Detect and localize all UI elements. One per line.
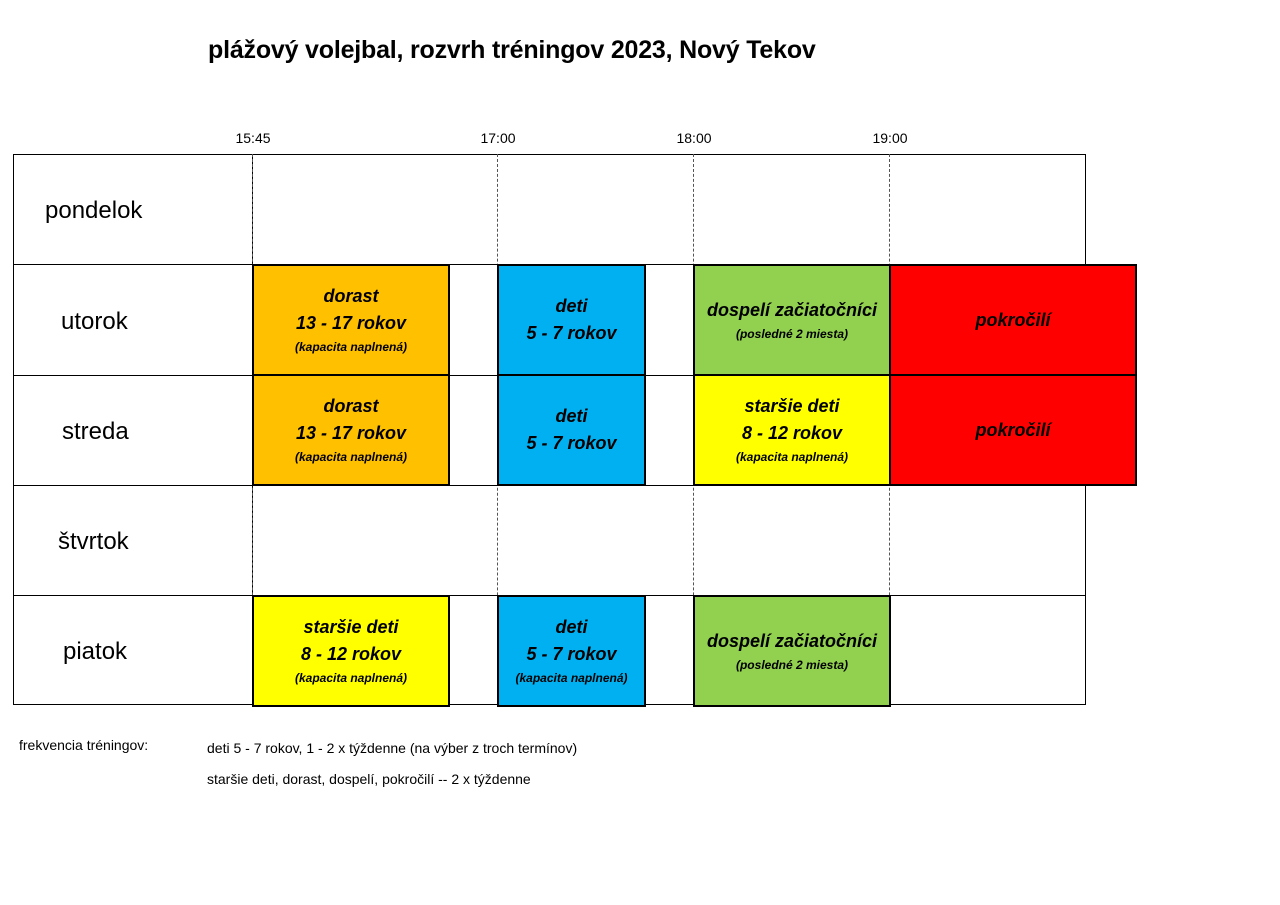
session-utorok-dospeli: dospelí začiatočníci (posledné 2 miesta) [693, 264, 891, 376]
session-utorok-pokrocili: pokročilí [889, 264, 1137, 376]
page-title: plážový volejbal, rozvrh tréningov 2023,… [208, 36, 816, 64]
session-age: 13 - 17 rokov [295, 313, 407, 333]
frequency-line-children: deti 5 - 7 rokov, 1 - 2 x týždenne (na v… [207, 740, 578, 756]
frequency-line-others: staršie deti, dorast, dospelí, pokročilí… [207, 771, 531, 787]
session-streda-starsie-deti: staršie deti 8 - 12 rokov (kapacita napl… [693, 374, 891, 486]
session-age: 13 - 17 rokov [295, 423, 407, 443]
day-label-stvrtok: štvrtok [58, 528, 129, 555]
session-note: (posledné 2 miesta) [735, 326, 849, 341]
frequency-label: frekvencia tréningov: [19, 737, 149, 753]
session-name: pokročilí [975, 309, 1051, 330]
time-label-1700: 17:00 [480, 130, 516, 146]
session-name: deti [555, 296, 588, 316]
session-name: deti [555, 406, 588, 426]
session-piatok-dospeli: dospelí začiatočníci (posledné 2 miesta) [693, 595, 891, 707]
session-piatok-deti: deti 5 - 7 rokov (kapacita naplnená) [497, 595, 646, 707]
session-note: (kapacita naplnená) [294, 450, 408, 464]
session-name: dospelí začiatočníci [706, 630, 878, 651]
session-name: dorast [323, 396, 379, 416]
session-name: staršie deti [744, 396, 840, 416]
session-note: (kapacita naplnená) [294, 671, 408, 685]
session-streda-dorast: dorast 13 - 17 rokov (kapacita naplnená) [252, 374, 450, 486]
session-note: (posledné 2 miesta) [735, 657, 849, 672]
session-utorok-deti: deti 5 - 7 rokov [497, 264, 646, 376]
day-label-pondelok: pondelok [45, 197, 143, 224]
session-age: 5 - 7 rokov [526, 433, 617, 453]
session-streda-deti: deti 5 - 7 rokov [497, 374, 646, 486]
session-name: dospelí začiatočníci [706, 299, 878, 320]
time-label-1545: 15:45 [235, 130, 271, 146]
session-age: 8 - 12 rokov [300, 644, 402, 664]
time-label-1800: 18:00 [676, 130, 712, 146]
session-note: (kapacita naplnená) [294, 340, 408, 354]
session-piatok-starsie-deti: staršie deti 8 - 12 rokov (kapacita napl… [252, 595, 450, 707]
session-age: 5 - 7 rokov [526, 323, 617, 343]
session-note: (kapacita naplnená) [735, 450, 849, 464]
session-age: 8 - 12 rokov [741, 423, 843, 443]
session-age: 5 - 7 rokov [526, 644, 617, 664]
session-name: dorast [323, 286, 379, 306]
session-name: deti [555, 617, 588, 637]
time-label-1900: 19:00 [872, 130, 908, 146]
session-streda-pokrocili: pokročilí [889, 374, 1137, 486]
session-utorok-dorast: dorast 13 - 17 rokov (kapacita naplnená) [252, 264, 450, 376]
session-name: staršie deti [303, 617, 399, 637]
session-note: (kapacita naplnená) [515, 671, 628, 685]
day-label-streda: streda [62, 418, 129, 445]
day-label-utorok: utorok [61, 308, 128, 335]
day-label-piatok: piatok [63, 638, 128, 665]
session-name: pokročilí [975, 419, 1051, 440]
